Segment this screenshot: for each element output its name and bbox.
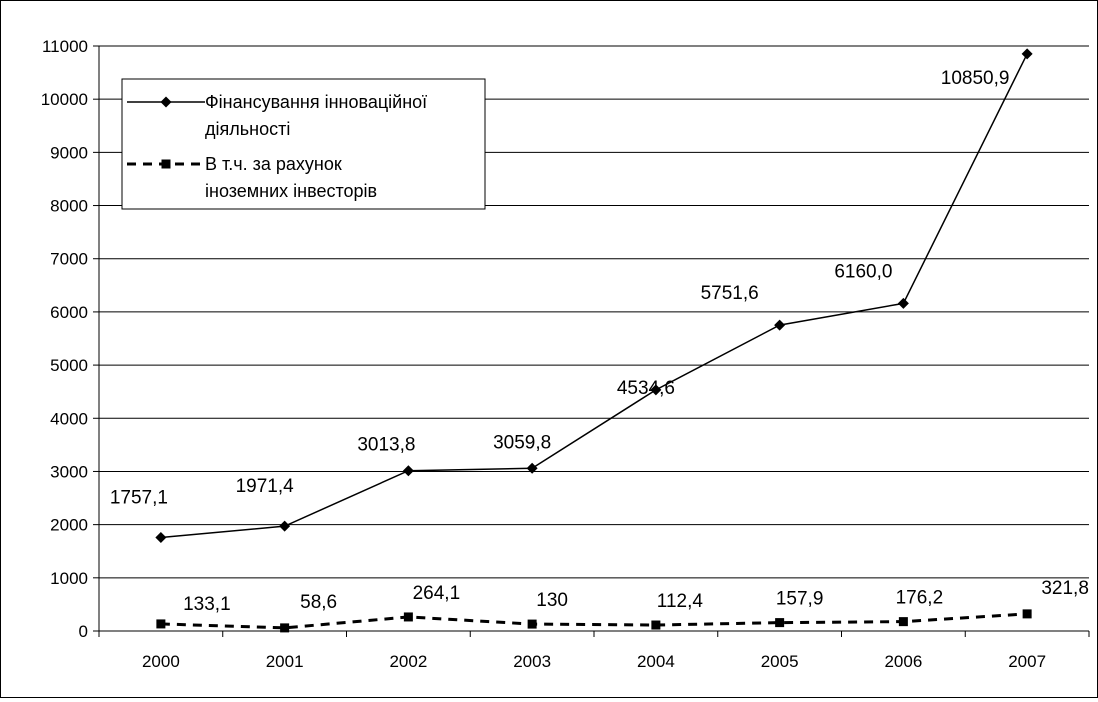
data-label: 5751,6 [701,283,759,304]
y-tick-label: 9000 [50,143,88,162]
legend-swatch-marker-1 [160,96,172,108]
y-axis-ticks: 0 1000 2000 3000 4000 5000 6000 7000 8000 9000 100… [41,37,99,641]
series-1-point [650,384,662,396]
data-label: 3013,8 [357,435,415,456]
series-line-1 [160,53,1028,539]
series-group [155,48,1033,633]
series-2-point [651,620,661,630]
data-label: 176,2 [896,588,944,609]
series-2-point [775,618,785,628]
y-tick-label: 10000 [41,90,88,109]
x-tick-label: 2001 [266,652,304,671]
y-tick-label: 4000 [50,409,88,428]
y-tick-label: 2000 [50,516,88,535]
series-1-point [155,532,167,544]
data-label: 1757,1 [110,488,168,509]
x-tick-label: 2007 [1008,652,1046,671]
series-1-point [897,297,909,309]
y-tick-label: 6000 [50,303,88,322]
x-tick-label: 2000 [142,652,180,671]
data-label: 157,9 [776,589,824,610]
data-label: 58,6 [300,592,337,613]
series-1-point [526,462,538,474]
series-2-point [280,623,290,633]
y-tick-label: 0 [79,622,88,641]
series-2-point [527,619,537,629]
legend-label-1: діяльності [205,119,290,139]
data-label: 130 [536,590,568,611]
gridlines [99,45,1089,579]
series-2-point [898,617,908,627]
legend-box [121,78,486,210]
series-1-point [402,465,414,477]
x-tick-label: 2006 [884,652,922,671]
data-label: 1971,4 [236,476,295,497]
legend: Фінансування інноваційної діяльності В т.ч… [121,78,486,210]
y-tick-label: 5000 [50,356,88,375]
y-tick-label: 8000 [50,197,88,216]
series-1-point [774,319,786,331]
data-label: 321,8 [1041,578,1089,599]
y-tick-label: 11000 [42,37,88,56]
data-label: 6160,0 [834,261,892,282]
x-tick-label: 2003 [513,652,551,671]
data-label: 133,1 [183,594,231,615]
series-2-point [156,619,166,629]
data-labels: 1757,1 1971,4 3013,8 3059,8 4534,6 5751,6 6160… [110,68,1089,615]
series-line-2 [160,612,1028,630]
series-1-point [279,520,291,532]
x-axis-ticks: 2000 2001 2002 2003 2004 2005 2006 2007 [98,631,1090,671]
y-tick-label: 3000 [50,462,88,481]
series-2-point [1022,609,1032,619]
series-1-point [1021,48,1033,60]
data-label: 3059,8 [493,432,551,453]
x-tick-label: 2002 [389,652,427,671]
legend-label-2: В т.ч. за рахунок [205,154,342,174]
legend-label-2: іноземних інвесторів [205,181,377,201]
x-tick-label: 2004 [637,652,675,671]
y-tick-label: 1000 [50,569,88,588]
x-tick-label: 2005 [761,652,799,671]
series-2-point [403,612,413,622]
y-tick-label: 7000 [50,250,88,269]
data-label: 10850,9 [941,68,1010,89]
data-label: 4534,6 [617,378,675,399]
legend-label-1: Фінансування інноваційної [205,92,427,112]
legend-swatch-marker-2 [161,159,171,169]
data-label: 264,1 [413,583,461,604]
data-label: 112,4 [657,591,704,612]
